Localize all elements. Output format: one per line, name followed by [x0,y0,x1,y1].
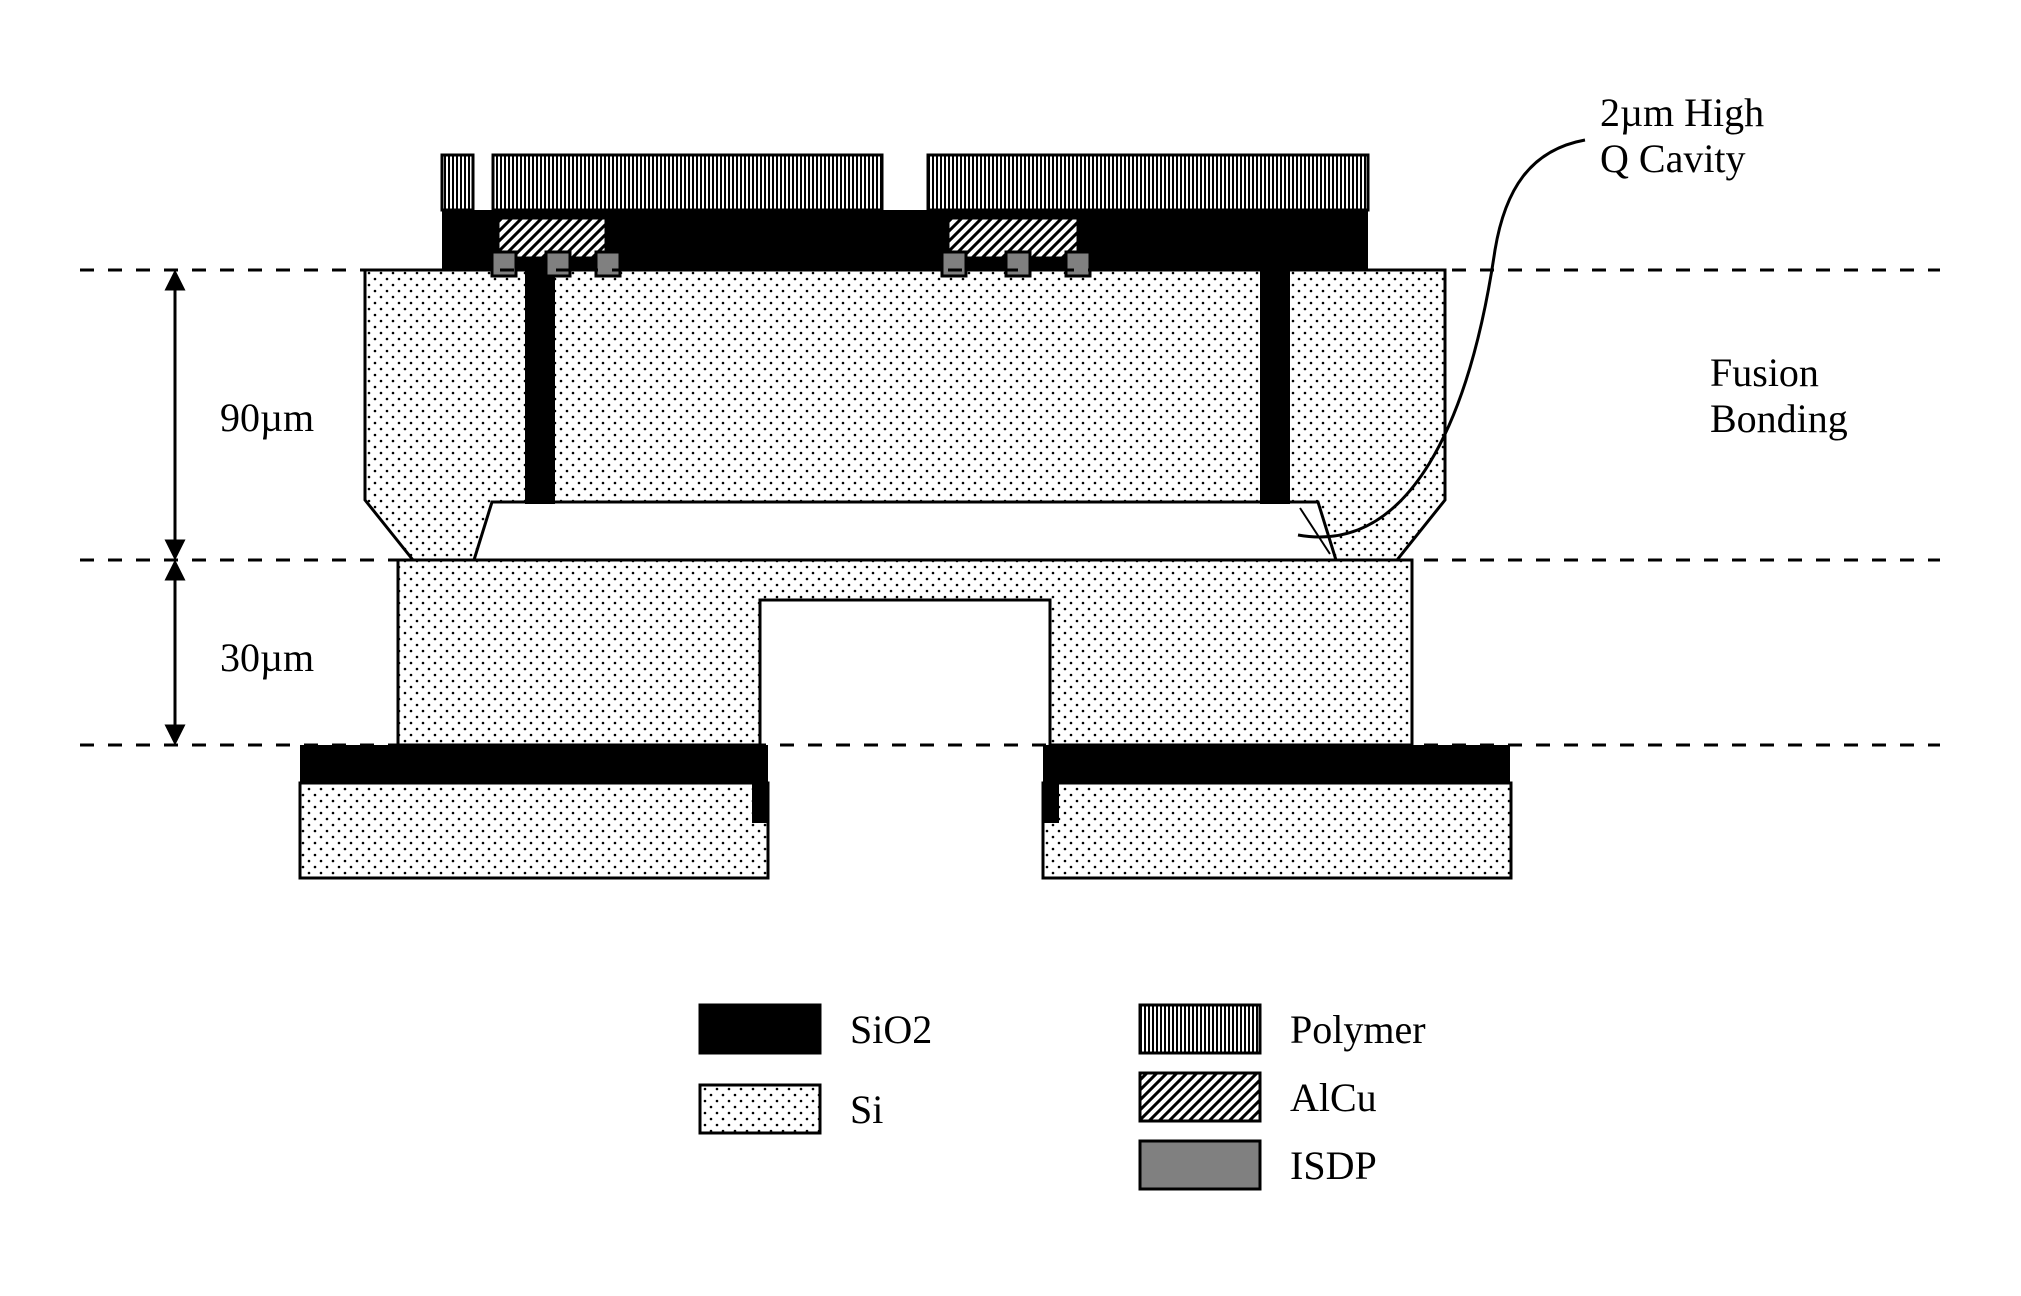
legend-label-alcu: AlCu [1290,1075,1377,1121]
legend-label-si: Si [850,1087,883,1133]
dim30: 30µm [220,635,314,681]
cavity: 2µm High Q Cavity [1600,90,1764,182]
legend-label-sio2: SiO2 [850,1007,932,1053]
fusion: Fusion Bonding [1710,350,1848,442]
dim90: 90µm [220,395,314,441]
legend-label-isdp: ISDP [1290,1143,1377,1189]
legend-label-polymer: Polymer [1290,1007,1426,1053]
